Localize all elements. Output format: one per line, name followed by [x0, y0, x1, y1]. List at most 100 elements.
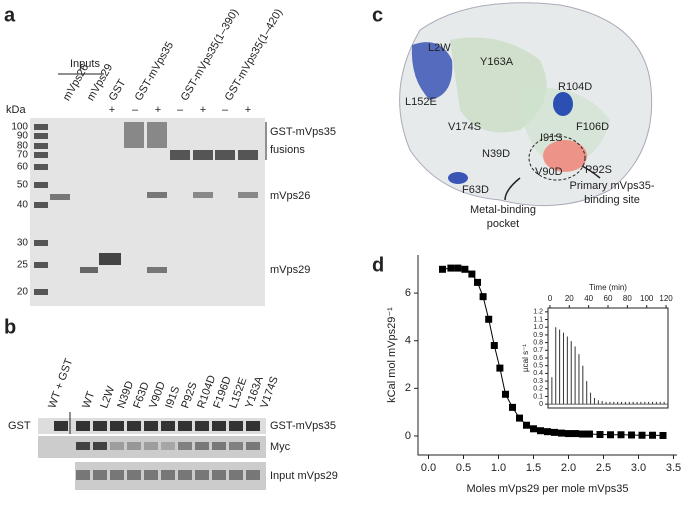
patch: [543, 140, 587, 172]
panel-label: b: [4, 316, 16, 338]
marker-label: 50: [17, 180, 29, 191]
band: [161, 442, 175, 450]
inset-frame: [547, 307, 669, 409]
site-circle: [528, 135, 586, 181]
y-tick-label: 0.9: [533, 332, 543, 339]
marker-label: 100: [11, 122, 28, 133]
data-point: [551, 428, 558, 436]
y-tick-label: 0.2: [533, 386, 543, 393]
row-label: Input mVps29: [270, 470, 338, 482]
data-point: [509, 403, 516, 411]
band: [178, 470, 192, 480]
arrow: [504, 177, 521, 201]
ladder-band: [34, 124, 48, 130]
band: [246, 442, 260, 450]
y-tick-label: 0.4: [533, 370, 543, 377]
residue-label: L152E: [405, 96, 437, 108]
band: [229, 442, 243, 450]
residue-label: Y163A: [480, 56, 514, 68]
marker-label: 70: [17, 150, 29, 161]
y-tick-label: 2: [405, 382, 411, 394]
annotation: mVps26: [270, 190, 310, 202]
data-point: [523, 421, 530, 429]
residue-label: P92S: [585, 164, 612, 176]
x-tick-label: 3.5: [666, 462, 681, 474]
arrow: [581, 165, 601, 179]
band: [161, 470, 175, 480]
y-tick-label: 0.3: [533, 378, 543, 385]
band: [195, 442, 209, 450]
y-tick-label: 4: [405, 335, 411, 347]
residue-label: F63D: [462, 184, 489, 196]
sign: +: [155, 104, 161, 116]
patch: [448, 172, 468, 184]
data-point: [474, 278, 481, 286]
x-axis-label: Moles mVps29 per mole mVps35: [466, 483, 628, 495]
gel-bands: [54, 421, 260, 480]
data-point: [468, 270, 476, 278]
data-point: [537, 427, 544, 435]
data-point: [617, 431, 625, 439]
x-tick-label: 0: [548, 294, 553, 303]
band: [195, 421, 209, 431]
residue-label: V174S: [448, 121, 481, 133]
residue-label: V90D: [535, 166, 563, 178]
band: [93, 470, 107, 480]
data-point: [596, 431, 604, 439]
band: [127, 470, 141, 480]
y-tick-label: 0.1: [533, 393, 543, 400]
chart: 0.0 0.5 1.0 1.5 2.0 2.5 3.0 3.5 0 2 4 6 Moles mVps29…: [386, 255, 681, 495]
y-tick-label: 0.5: [533, 363, 543, 370]
band: [110, 470, 124, 480]
band: [144, 470, 158, 480]
x-axis-label: Time (min): [589, 283, 627, 292]
data-point: [447, 264, 455, 272]
panel-label: a: [4, 4, 16, 26]
band: [76, 421, 90, 431]
residue-label: N39D: [482, 148, 510, 160]
y-tick-label: 0: [539, 401, 543, 408]
data-point: [607, 431, 614, 439]
band: [54, 421, 68, 431]
gel-bands: [50, 122, 258, 273]
x-tick-label: 2.5: [596, 462, 611, 474]
ladder-band: [34, 164, 48, 170]
data-point: [454, 264, 462, 272]
band: [127, 421, 141, 431]
residue-label: F106D: [576, 121, 609, 133]
x-tick-label: 2.0: [561, 462, 576, 474]
band: [212, 421, 226, 431]
x-tick-label: 60: [604, 294, 613, 303]
gel: [30, 118, 265, 306]
band: [178, 442, 192, 450]
patch: [411, 42, 453, 100]
band: [178, 421, 192, 431]
marker-label: 20: [17, 287, 29, 298]
lane-label: WT + GST: [46, 357, 75, 410]
gel: [38, 436, 266, 458]
band: [93, 421, 107, 431]
band: [246, 470, 260, 480]
band: [127, 442, 141, 450]
band: [161, 421, 175, 431]
band: [76, 442, 90, 450]
sign: +: [245, 104, 251, 116]
data-point: [479, 293, 487, 301]
marker-label: 30: [17, 238, 29, 249]
lane-label: GST-mVps35: [133, 40, 176, 103]
y-tick-label: 0: [405, 430, 411, 442]
x-tick-label: 80: [623, 294, 632, 303]
lane-label: GST: [107, 77, 129, 103]
x-tick-label: 1.0: [491, 462, 506, 474]
band: [212, 442, 226, 450]
data-point: [530, 425, 537, 433]
data-point: [638, 431, 646, 439]
x-tick-label: 40: [584, 294, 593, 303]
data-point: [544, 428, 551, 436]
annotation: mVps29: [270, 264, 310, 276]
data-point: [439, 265, 446, 273]
residue-label: L2W: [428, 42, 451, 54]
panel-label: c: [372, 4, 383, 26]
residue-label: R104D: [558, 81, 592, 93]
